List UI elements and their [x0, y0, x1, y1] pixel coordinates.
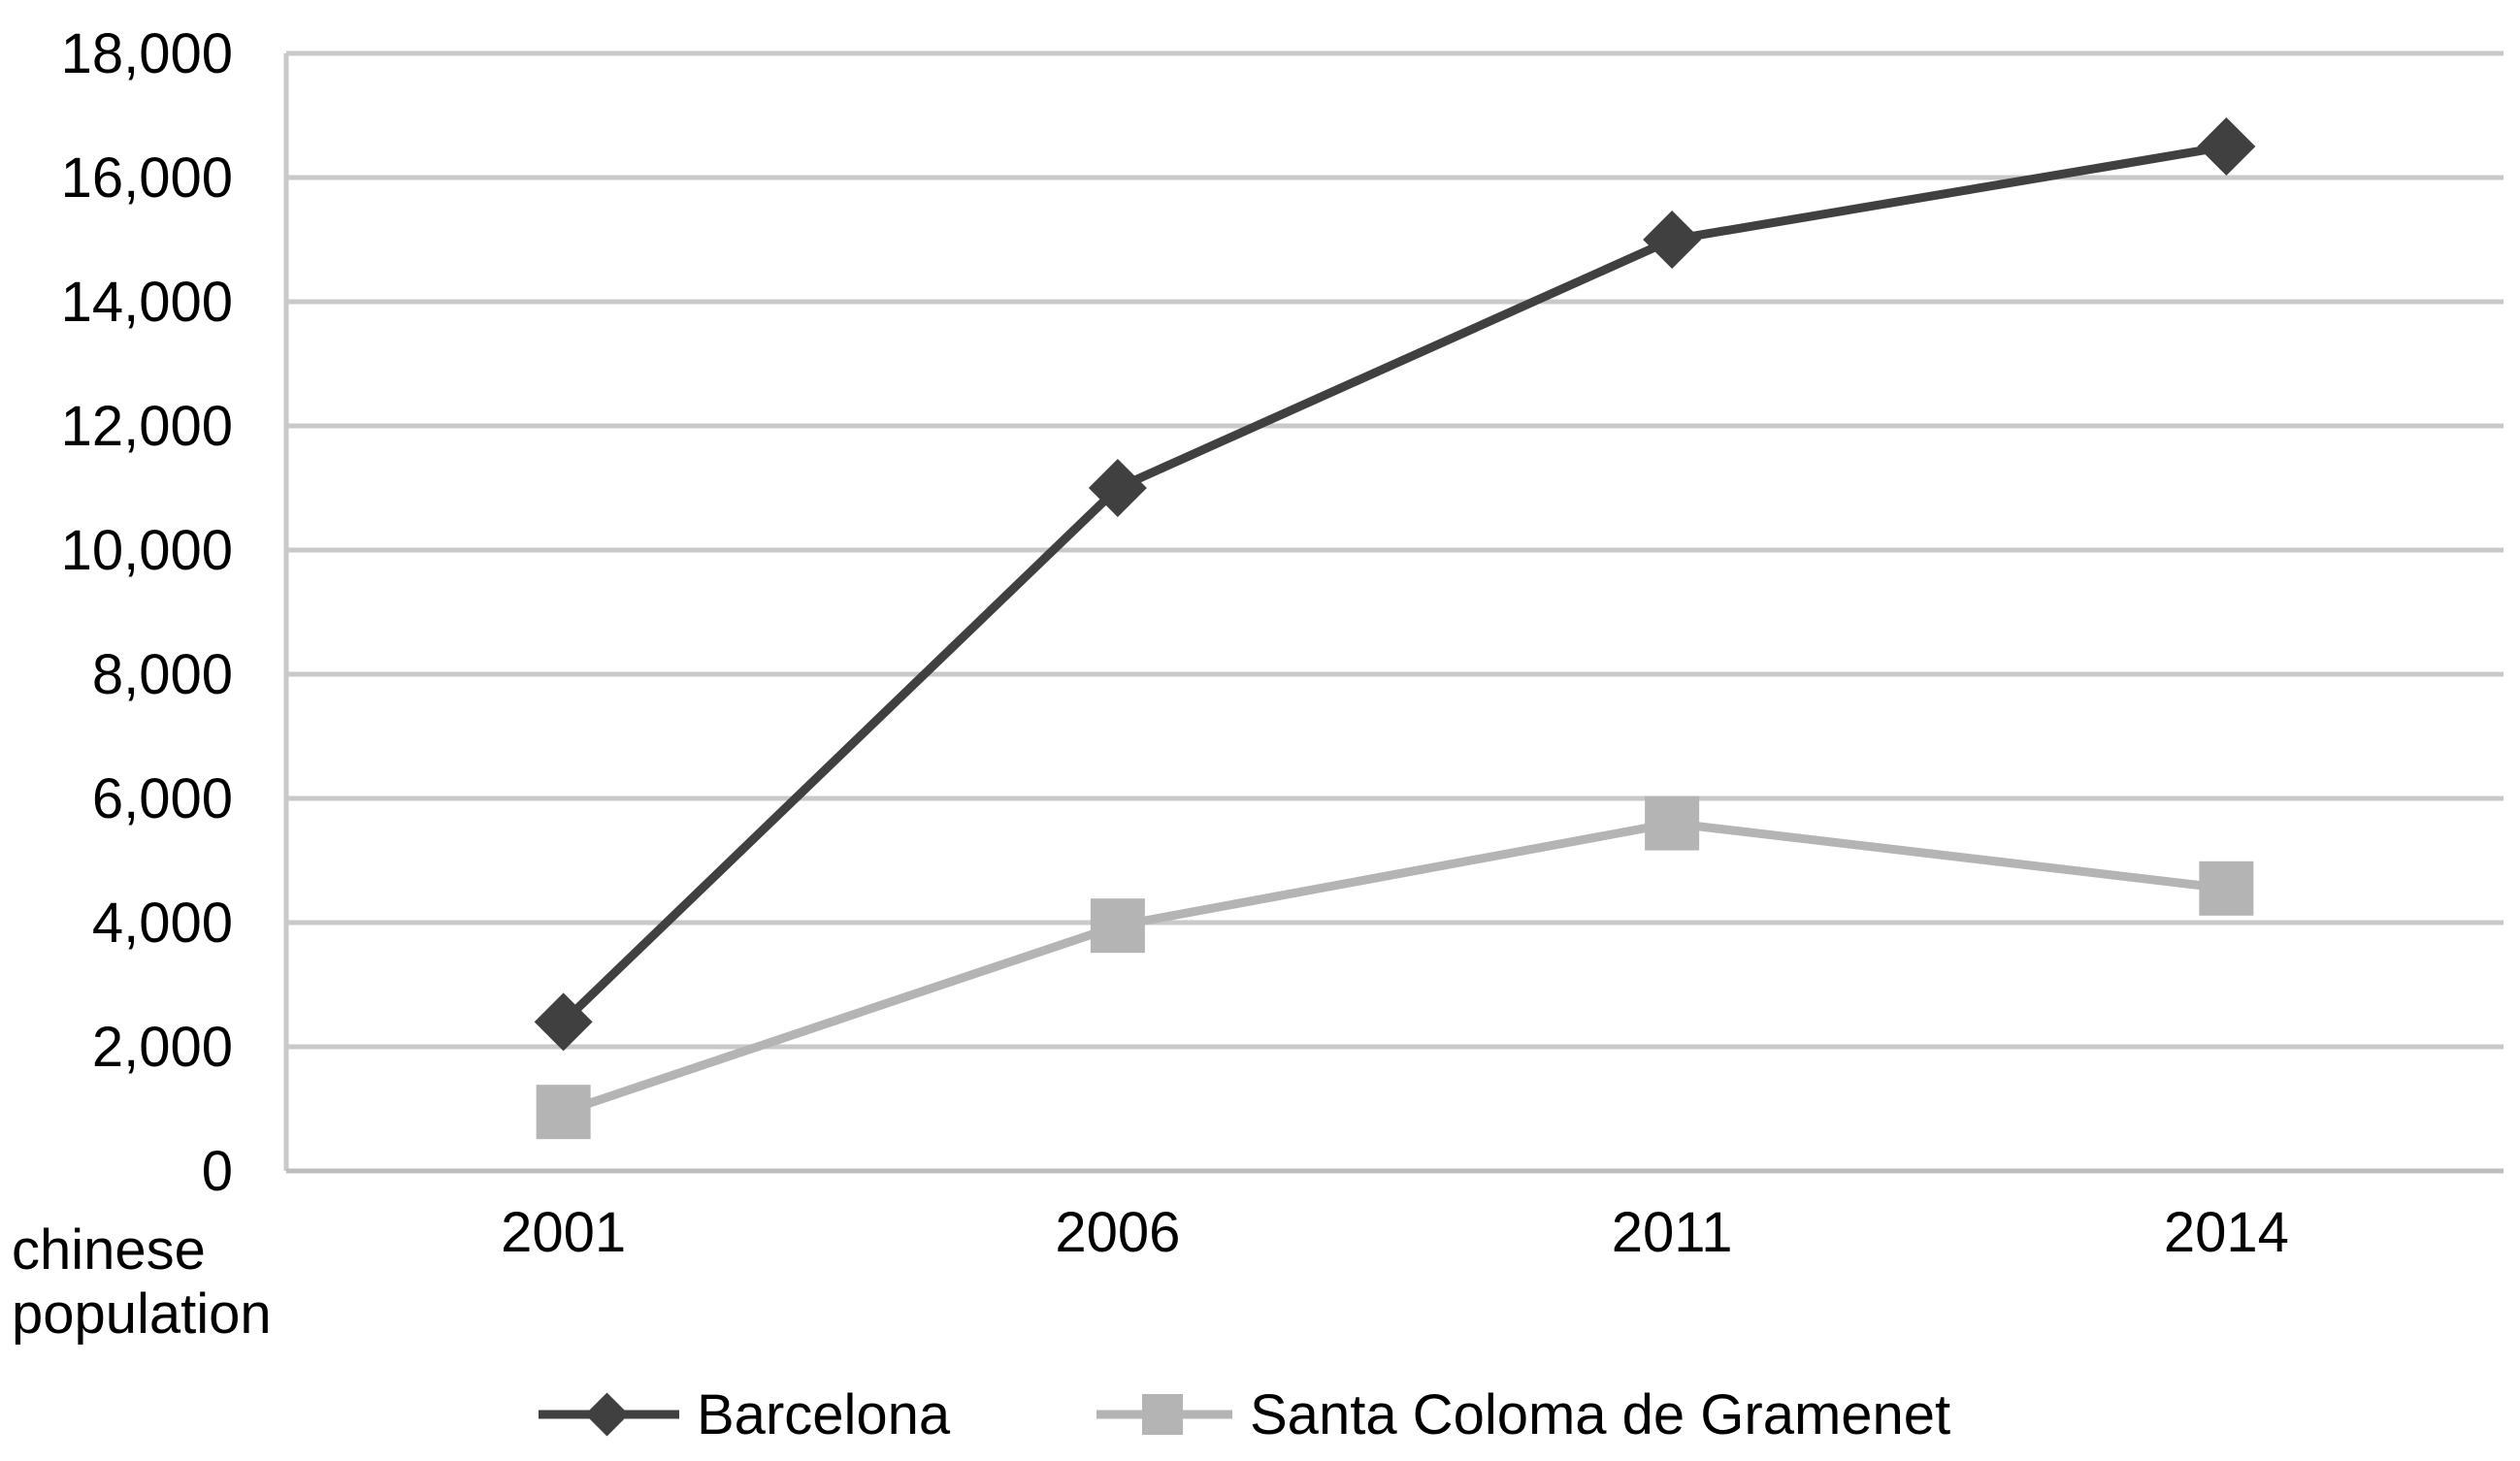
x-tick-label-2014: 2014: [2164, 1201, 2289, 1264]
y-tick-label-14000: 14,000: [61, 271, 233, 334]
series-2: [536, 795, 2254, 1140]
x-axis-title-line-2: population: [12, 1282, 272, 1346]
series-2-point-2001: [536, 1085, 591, 1140]
series-1-line: [560, 142, 2228, 1025]
y-tick-label-0: 0: [202, 1140, 233, 1203]
series-group: [534, 117, 2256, 1140]
x-tick-label-2006: 2006: [1055, 1201, 1180, 1264]
series-1: [534, 117, 2256, 1052]
series-1-point-2006: [1088, 459, 1147, 517]
series-2-line: [562, 819, 2227, 1117]
series-1-point-2001: [534, 992, 593, 1052]
legend-marker-1: [585, 1392, 629, 1437]
series-1-point-2014: [2197, 117, 2256, 176]
y-tick-label-2000: 2,000: [92, 1016, 233, 1079]
y-tick-label-12000: 12,000: [61, 395, 233, 458]
legend-item-2: Santa Coloma de Gramenet: [1096, 1383, 1950, 1446]
legend-label-2: Santa Coloma de Gramenet: [1250, 1383, 1950, 1446]
x-tick-label-2011: 2011: [1612, 1201, 1733, 1264]
y-tick-label-18000: 18,000: [61, 22, 233, 85]
y-tick-label-4000: 4,000: [92, 892, 233, 955]
x-axis-title: chinese population: [12, 1218, 272, 1346]
legend-label-1: Barcelona: [697, 1383, 951, 1446]
x-axis-title-line-1: chinese: [12, 1218, 206, 1282]
y-axis-tick-labels: 0 2,000 4,000 6,000 8,000 10,000 12,000 14,000 1…: [61, 22, 233, 1203]
axes: [283, 53, 2504, 1174]
legend-item-1: Barcelona: [539, 1383, 951, 1446]
y-tick-label-10000: 10,000: [61, 519, 233, 582]
y-tick-label-6000: 6,000: [92, 767, 233, 830]
gridlines: [286, 50, 2504, 1050]
series-2-point-2014: [2199, 860, 2254, 916]
x-tick-label-2001: 2001: [501, 1201, 626, 1264]
series-2-point-2006: [1090, 898, 1145, 954]
y-tick-label-16000: 16,000: [61, 146, 233, 210]
y-tick-label-8000: 8,000: [92, 643, 233, 706]
legend-marker-2: [1142, 1394, 1183, 1435]
legend: Barcelona Santa Coloma de Gramenet: [539, 1383, 1950, 1446]
series-2-point-2011: [1645, 795, 1700, 851]
series-1-point-2011: [1643, 211, 1702, 269]
x-axis-tick-labels: 2001 2006 2011 2014: [501, 1201, 2289, 1264]
